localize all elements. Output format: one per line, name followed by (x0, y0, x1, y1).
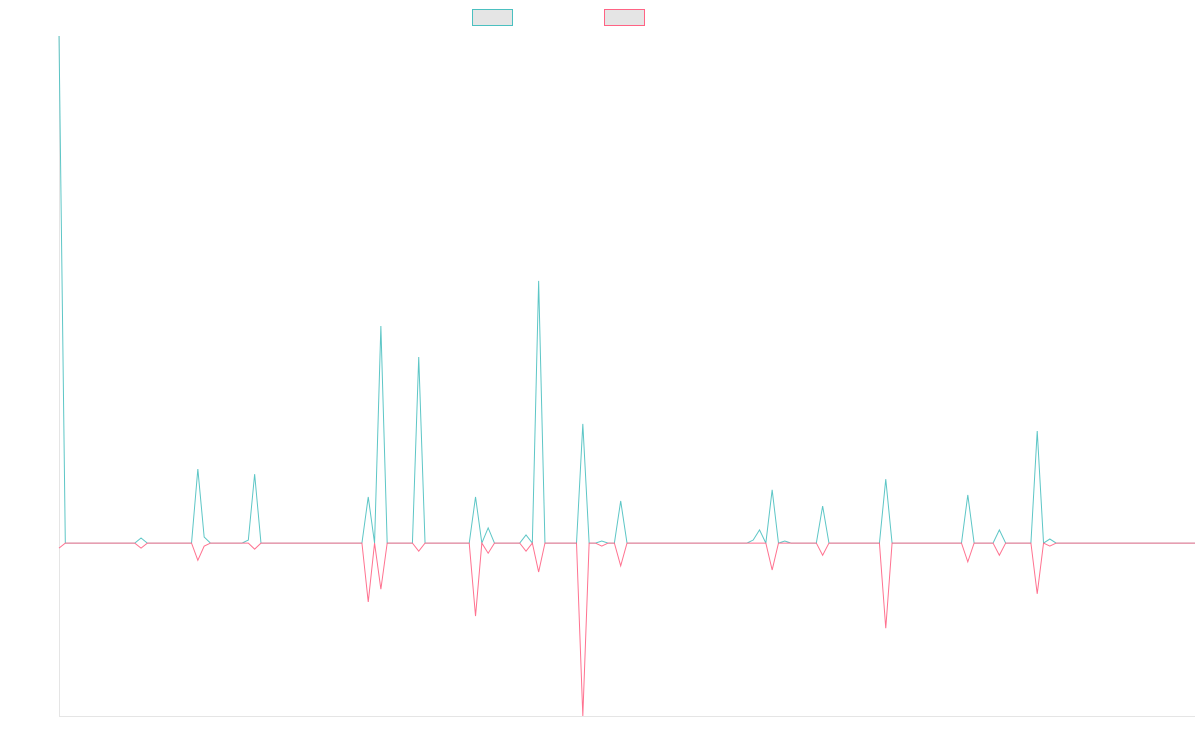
legend-swatch-0[interactable] (472, 9, 513, 26)
legend-item-1[interactable] (604, 9, 645, 26)
series-layer (58, 35, 1195, 717)
legend-item-0[interactable] (472, 9, 513, 26)
legend (472, 9, 645, 26)
series-line-0 (58, 35, 1195, 545)
series-line-1 (58, 541, 1195, 717)
legend-swatch-1[interactable] (604, 9, 645, 26)
